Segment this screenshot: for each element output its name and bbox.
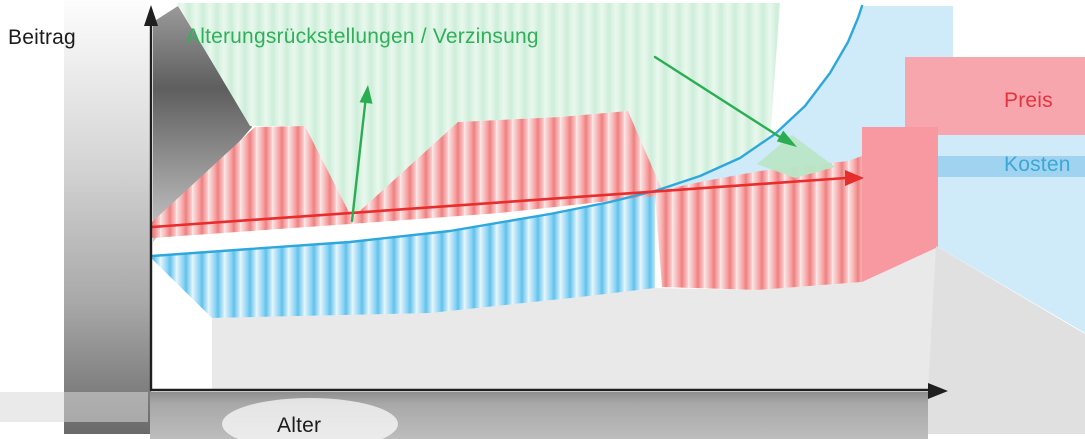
y-axis-title: Beitrag	[8, 26, 76, 49]
bottom-left-strip	[0, 392, 148, 422]
kosten-label-stripe	[925, 156, 1085, 177]
alter-label-glow	[222, 398, 398, 439]
preis-line-arrowhead	[845, 170, 864, 186]
gray-corner-wedge	[928, 246, 1085, 434]
reserves-arrow-down-line	[653, 55, 785, 141]
lowerright-blue-wedge	[938, 212, 1085, 333]
reserves-arrow-up-head	[359, 85, 373, 104]
x-axis-arrowhead	[928, 383, 948, 399]
kosten-series-label: Kosten	[1004, 153, 1071, 176]
preis-red-band	[152, 111, 862, 290]
preis-series-label: Preis	[1004, 89, 1053, 112]
pink-end-block	[862, 127, 938, 282]
kosten-blue-band	[152, 191, 655, 318]
floor-area	[212, 246, 940, 389]
axis-corner-shadow	[153, 6, 252, 242]
reserves-green-area	[177, 3, 780, 218]
left-gray-panel	[64, 0, 151, 434]
reserves-arrow-up-line	[350, 94, 368, 223]
kosten-curve	[150, 4, 864, 258]
reserves-arrow-down-head	[776, 130, 797, 147]
y-axis-arrowhead	[144, 5, 158, 26]
reserves-annotation-label: Alterungsrückstellungen / Verzinsung	[186, 25, 539, 48]
reserves-return-triangle	[757, 135, 835, 178]
x-axis-title: Alter	[277, 414, 322, 437]
preis-line	[150, 176, 848, 229]
preis-label-band	[905, 57, 1085, 135]
